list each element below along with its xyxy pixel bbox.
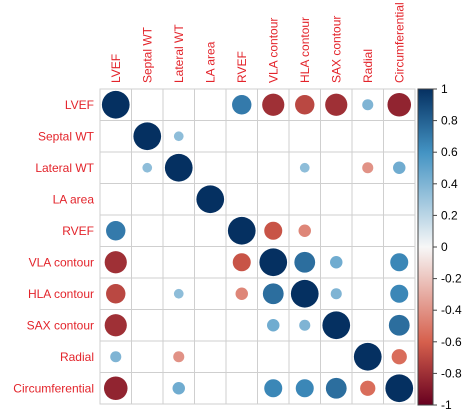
correlation-circle — [164, 153, 193, 182]
row-label-lateral-wt: Lateral WT — [35, 161, 94, 175]
correlation-circle — [330, 288, 342, 300]
correlation-circle — [262, 93, 285, 116]
correlation-circle — [104, 251, 127, 274]
legend-tick-label: 0 — [441, 240, 448, 254]
correlation-circle — [262, 283, 284, 305]
correlation-circle — [385, 374, 414, 403]
column-label-lateral-wt: Lateral WT — [172, 24, 186, 83]
correlation-circle — [299, 319, 311, 331]
correlation-circle — [388, 314, 410, 336]
correlation-circle — [264, 221, 283, 240]
correlation-circle — [196, 185, 225, 214]
row-label-radial: Radial — [60, 350, 94, 364]
correlation-circle — [330, 256, 343, 269]
legend-tick-label: 1 — [441, 82, 448, 96]
row-label-hla-contour: HLA contour — [28, 287, 94, 301]
grid-layer — [99, 88, 416, 405]
correlation-circle — [290, 279, 319, 308]
correlation-circle — [106, 221, 126, 241]
row-label-rvef: RVEF — [62, 224, 94, 238]
legend-tick-label: 0.4 — [441, 177, 458, 191]
correlation-circle — [106, 284, 126, 304]
correlation-circle — [172, 382, 185, 395]
correlation-circle — [360, 380, 376, 396]
correlation-circle — [298, 224, 311, 237]
legend-tick-label: -0.8 — [441, 366, 462, 380]
correlation-circle — [299, 162, 310, 173]
row-label-lvef: LVEF — [65, 98, 94, 112]
correlation-circle — [362, 162, 374, 174]
correlation-circle — [322, 311, 351, 340]
correlation-circle — [267, 319, 280, 332]
correlation-circle — [173, 351, 185, 363]
column-label-hla-contour: HLA contour — [298, 17, 312, 83]
correlation-circle — [390, 284, 409, 303]
row-label-vla-contour: VLA contour — [29, 255, 94, 269]
correlation-circle — [295, 379, 314, 398]
legend-tick-label: 0.6 — [441, 145, 458, 159]
correlation-circle — [227, 216, 256, 245]
row-label-circumferential: Circumferential — [13, 381, 94, 395]
legend-tick-label: 0.8 — [441, 114, 458, 128]
legend-color-bar — [417, 88, 434, 406]
column-label-rvef: RVEF — [235, 51, 249, 83]
correlation-circle — [103, 376, 128, 401]
correlation-circle — [295, 95, 315, 115]
correlation-circle — [325, 93, 348, 116]
row-label-la-area: LA area — [53, 192, 95, 206]
legend-tick-label: -0.2 — [441, 272, 462, 286]
column-label-la-area: LA area — [203, 41, 217, 83]
marks-layer — [101, 90, 414, 403]
column-label-circumferential: Circumferential — [392, 2, 406, 83]
column-label-septal-wt: Septal WT — [140, 26, 154, 83]
correlation-circle — [142, 162, 153, 173]
correlation-circle — [353, 342, 382, 371]
correlation-circle — [173, 131, 184, 142]
correlation-circle — [393, 161, 406, 174]
correlation-circle — [133, 122, 162, 151]
legend-tick-label: -0.4 — [441, 303, 462, 317]
column-label-vla-contour: VLA contour — [266, 18, 280, 83]
row-label-septal-wt: Septal WT — [38, 129, 95, 143]
column-label-radial: Radial — [361, 49, 375, 83]
legend-layer: 1 0.8 0.6 0.4 0.2 0 -0.2 -0.4 -0.6 -0.8 -1 — [417, 82, 462, 412]
correlation-circle — [104, 314, 127, 337]
correlation-circle — [110, 351, 122, 363]
correlation-circle — [101, 90, 130, 119]
correlation-circle — [390, 253, 409, 272]
correlation-circle — [173, 288, 184, 299]
row-label-sax-contour: SAX contour — [27, 318, 94, 332]
correlation-circle — [264, 379, 283, 398]
correlation-circle — [387, 92, 412, 117]
correlation-circle — [391, 349, 407, 365]
column-label-lvef: LVEF — [109, 54, 123, 83]
legend-tick-label: -1 — [441, 398, 452, 412]
labels-layer: LVEF LVEF Septal WT Septal WT Lateral WT Late… — [13, 2, 406, 395]
legend-tick-label: -0.6 — [441, 335, 462, 349]
legend-tick-label: 0.2 — [441, 208, 458, 222]
correlation-circle — [325, 377, 347, 399]
correlation-circle — [259, 248, 288, 277]
correlation-circle — [294, 251, 316, 273]
correlation-circle — [362, 99, 374, 111]
correlation-circle — [232, 95, 252, 115]
column-label-sax-contour: SAX contour — [329, 16, 343, 83]
correlation-circle — [232, 253, 251, 272]
correlation-circle — [235, 287, 248, 300]
